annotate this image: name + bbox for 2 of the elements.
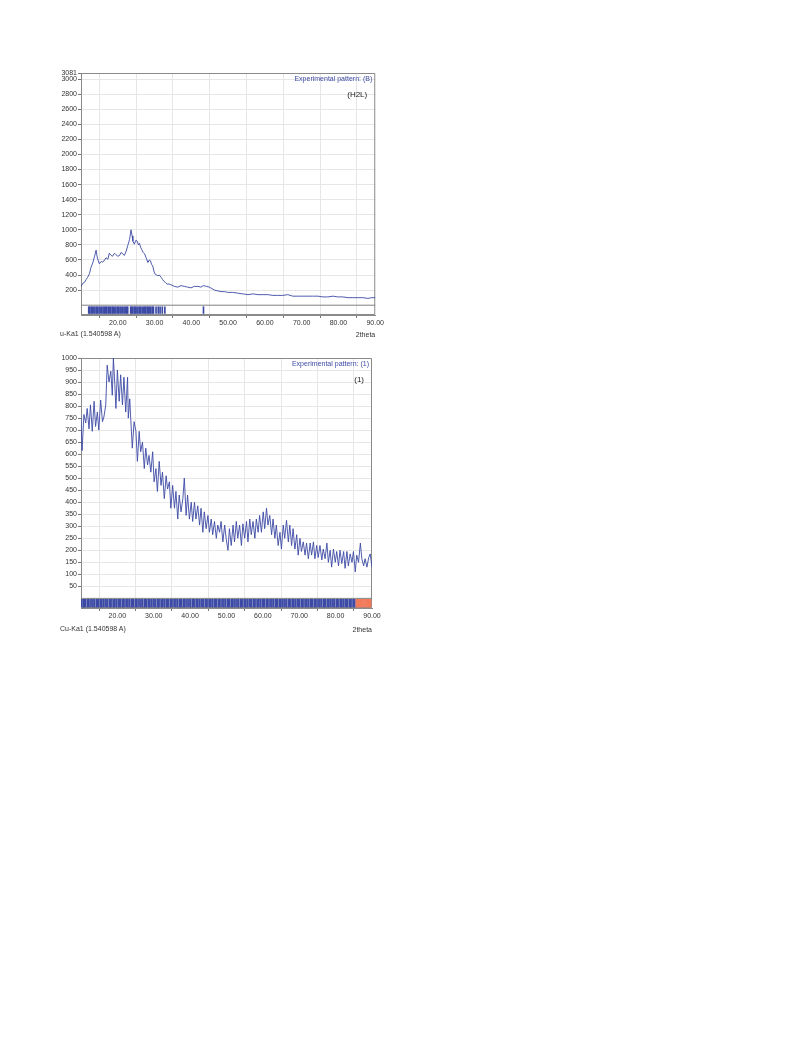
annotation: (1): [354, 375, 365, 385]
annotation: (H2L): [347, 90, 368, 100]
